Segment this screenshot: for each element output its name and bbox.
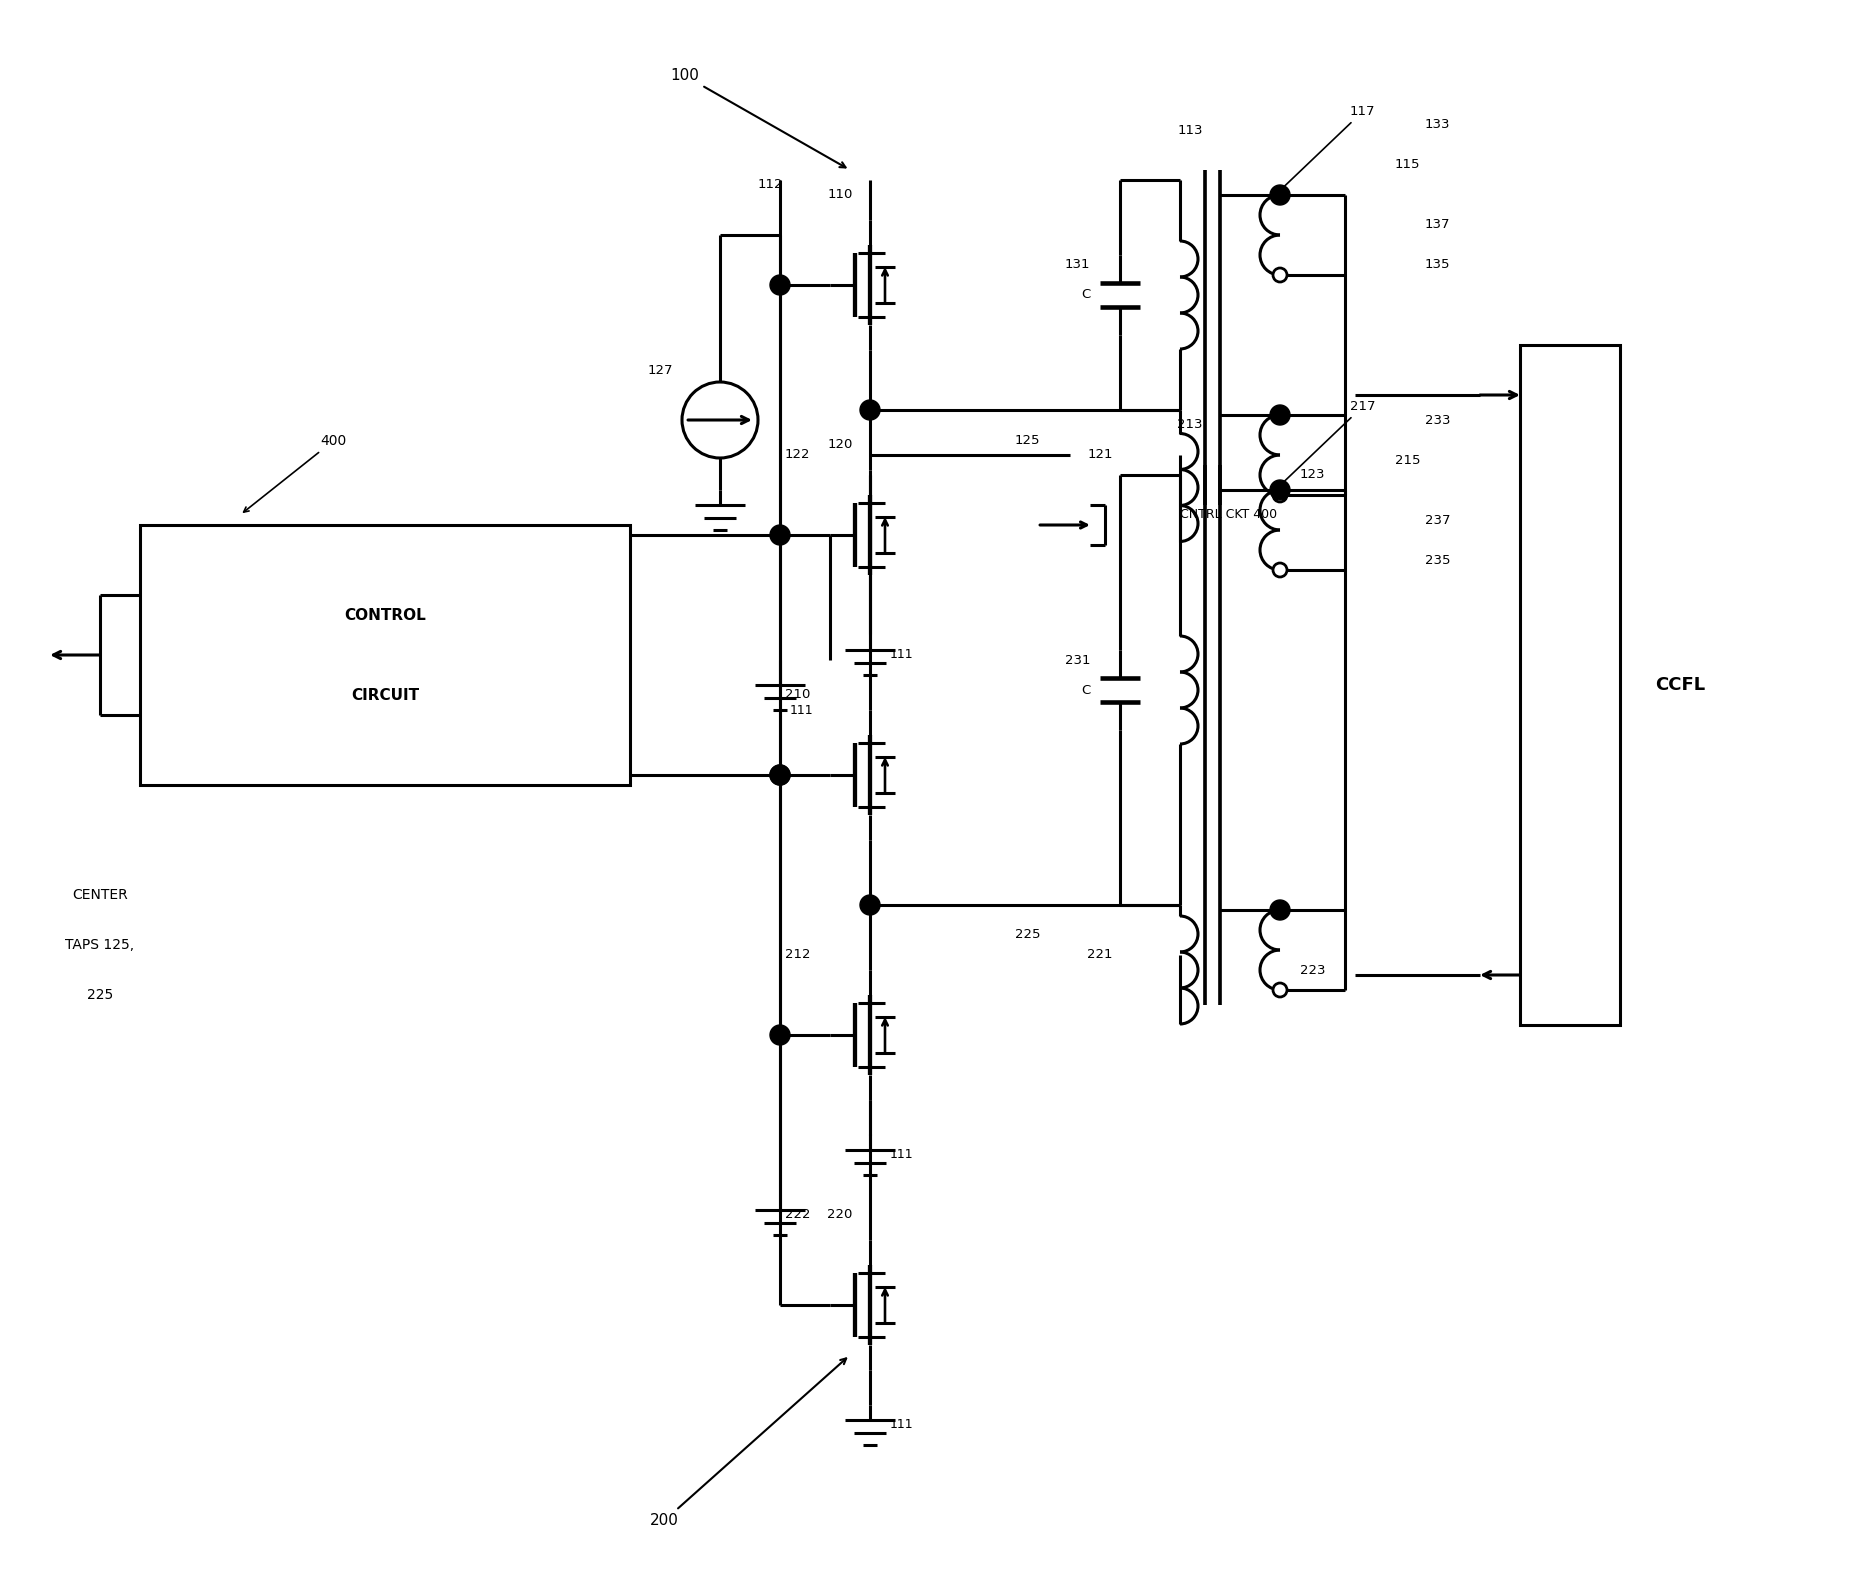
Text: 225: 225: [88, 988, 114, 1002]
Text: 133: 133: [1426, 118, 1450, 131]
Circle shape: [771, 524, 789, 545]
Text: 237: 237: [1426, 513, 1450, 526]
Circle shape: [1273, 562, 1288, 576]
Text: 235: 235: [1426, 553, 1450, 567]
Circle shape: [860, 895, 881, 915]
Text: 111: 111: [789, 704, 814, 717]
Circle shape: [1271, 899, 1289, 920]
Circle shape: [1273, 983, 1288, 997]
Text: 212: 212: [784, 948, 810, 961]
Text: 110: 110: [827, 189, 853, 202]
Text: 210: 210: [784, 688, 810, 701]
Text: 115: 115: [1396, 159, 1420, 172]
Text: 222: 222: [784, 1208, 810, 1222]
Text: 111: 111: [890, 649, 914, 662]
Text: 213: 213: [1177, 419, 1204, 432]
Text: CENTER: CENTER: [73, 888, 129, 902]
Text: CIRCUIT: CIRCUIT: [351, 688, 420, 702]
Text: 231: 231: [1064, 654, 1090, 666]
Text: 137: 137: [1426, 219, 1450, 232]
Text: 225: 225: [1015, 929, 1039, 942]
Text: 221: 221: [1088, 948, 1112, 961]
Text: 111: 111: [890, 1419, 914, 1432]
Text: C: C: [1080, 684, 1090, 696]
Text: CCFL: CCFL: [1655, 676, 1706, 695]
Text: 120: 120: [827, 438, 853, 452]
Text: 127: 127: [648, 364, 674, 376]
Text: CONTROL: CONTROL: [343, 608, 425, 622]
Circle shape: [1273, 268, 1288, 282]
Text: 220: 220: [827, 1208, 853, 1222]
Text: 125: 125: [1015, 433, 1039, 446]
Text: 200: 200: [649, 1358, 845, 1528]
Text: 215: 215: [1396, 454, 1420, 466]
Text: 131: 131: [1064, 258, 1090, 271]
Text: C: C: [1080, 288, 1090, 301]
Text: 122: 122: [784, 449, 810, 461]
Circle shape: [860, 400, 881, 421]
Text: 223: 223: [1301, 964, 1325, 976]
Circle shape: [771, 1025, 789, 1044]
Text: 111: 111: [890, 1148, 914, 1161]
Text: 400: 400: [244, 435, 347, 512]
FancyBboxPatch shape: [140, 524, 631, 784]
Circle shape: [1271, 405, 1289, 425]
Circle shape: [1273, 488, 1288, 502]
FancyBboxPatch shape: [1521, 345, 1620, 1025]
Text: 113: 113: [1177, 123, 1204, 137]
Circle shape: [1271, 184, 1289, 205]
Text: TAPS 125,: TAPS 125,: [65, 939, 134, 951]
Circle shape: [771, 765, 789, 784]
Text: 112: 112: [758, 178, 782, 192]
Text: 233: 233: [1426, 414, 1450, 427]
Circle shape: [771, 276, 789, 295]
Text: CNTRL CKT 400: CNTRL CKT 400: [1179, 509, 1276, 521]
Text: 117: 117: [1273, 106, 1375, 197]
Text: 135: 135: [1426, 258, 1450, 271]
Text: 123: 123: [1301, 468, 1325, 482]
Text: 100: 100: [670, 68, 845, 167]
Text: 121: 121: [1088, 449, 1112, 461]
Text: 217: 217: [1273, 400, 1375, 491]
Circle shape: [1271, 480, 1289, 499]
Circle shape: [771, 765, 789, 784]
